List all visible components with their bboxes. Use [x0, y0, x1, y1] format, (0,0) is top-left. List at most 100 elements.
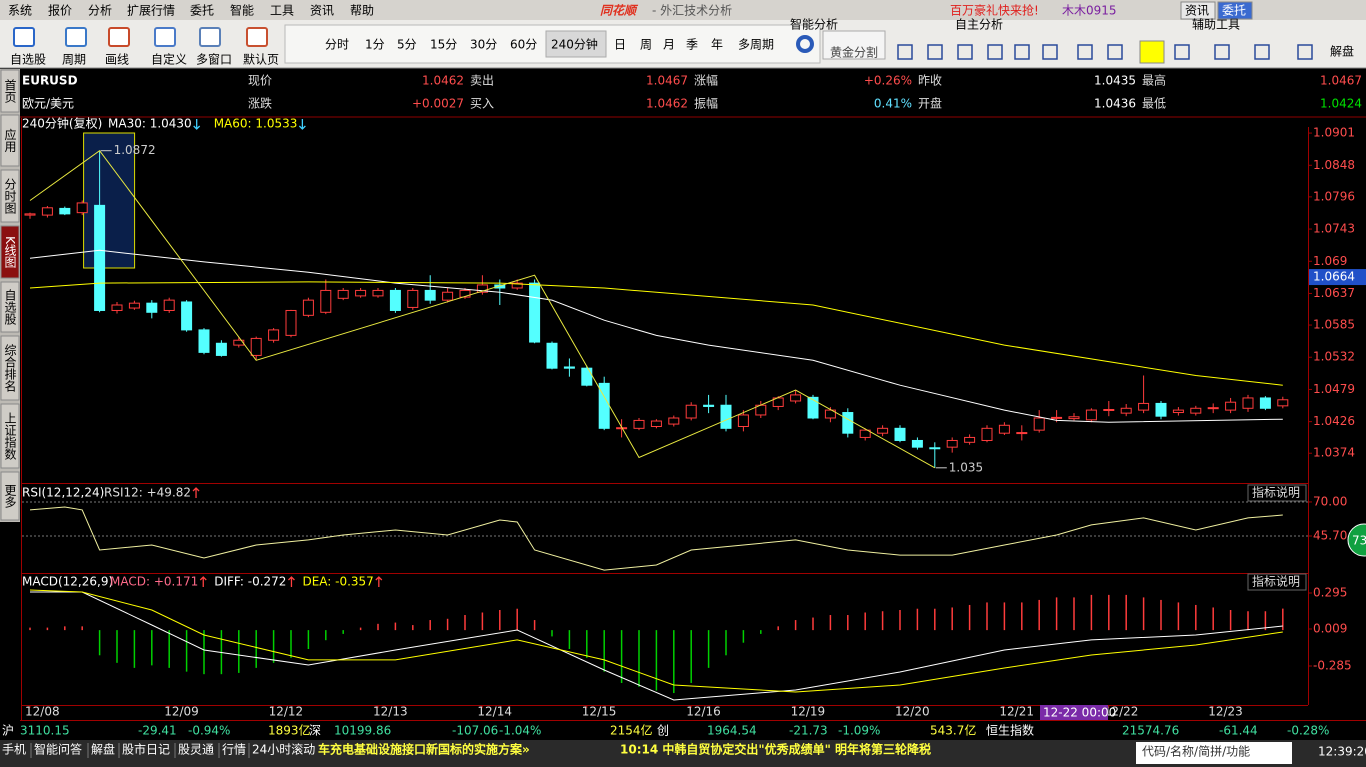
ticker-tab[interactable]: 股灵通 — [178, 743, 214, 757]
note-button-label[interactable]: 指标说明 — [1252, 574, 1300, 589]
period-button[interactable]: 季 — [686, 38, 698, 52]
top-button[interactable] — [1180, 1, 1216, 20]
menu-item[interactable]: 分析 — [88, 4, 112, 18]
sidebar-tab-label[interactable]: 首页 — [3, 79, 17, 104]
top-button[interactable] — [1217, 1, 1253, 20]
toolbar-button[interactable]: 多窗口 — [196, 53, 232, 67]
candle-body — [24, 213, 36, 216]
candle-body — [407, 289, 419, 308]
news-headline[interactable]: 车充电基础设施接口新国标的实施方案» — [318, 742, 530, 757]
note-button-label[interactable]: 指标说明 — [1252, 485, 1300, 500]
period-button[interactable]: 周 — [640, 38, 652, 52]
golden-button[interactable]: 黄金分割 — [830, 45, 878, 60]
sidebar-tab[interactable] — [0, 471, 20, 521]
note-button[interactable] — [1247, 573, 1307, 591]
ticker-tab[interactable]: 解盘 — [91, 742, 115, 757]
ticker-tab[interactable]: 24小时滚动 — [252, 742, 315, 757]
tool-icon[interactable] — [1174, 44, 1190, 60]
menu-item[interactable]: 工具 — [270, 4, 294, 18]
promo[interactable]: 百万豪礼快来抢! — [950, 3, 1039, 18]
tool-icon[interactable] — [1014, 44, 1030, 60]
tool-icon[interactable] — [1107, 44, 1123, 60]
period-button[interactable]: 1分 — [365, 38, 385, 52]
candle-body — [442, 291, 454, 301]
candle-body — [1085, 409, 1097, 421]
period-button[interactable]: 年 — [711, 38, 723, 52]
ticker-tab[interactable]: 股市日记 — [122, 742, 170, 757]
menu-item[interactable]: 系统 — [8, 4, 32, 18]
period-button[interactable]: 月 — [663, 38, 675, 52]
sidebar-tab[interactable] — [0, 225, 20, 279]
sidebar-tab-label[interactable]: 上证指数 — [3, 412, 17, 461]
period-button[interactable]: 30分 — [470, 38, 497, 52]
candle-body — [111, 304, 123, 311]
sidebar-tab-label[interactable]: 更多 — [3, 484, 17, 509]
toolbar-icon — [13, 27, 35, 47]
legend-entry: DEA: -0.357 — [302, 575, 373, 589]
menu-item[interactable]: 委托 — [190, 4, 214, 18]
menu-item[interactable]: 报价 — [48, 3, 72, 18]
legend-entry: MA60: 1.0533 — [214, 117, 298, 131]
sidebar-tab-label[interactable]: 综合排名 — [3, 344, 17, 392]
period-button[interactable]: 日 — [614, 38, 626, 52]
indicator-line — [29, 150, 936, 469]
period-active — [545, 30, 607, 58]
jiepan-button[interactable]: 解盘 — [1330, 44, 1354, 59]
tool-icon[interactable] — [987, 44, 1003, 60]
candle-body — [1051, 416, 1063, 419]
menu-item[interactable]: 智能 — [230, 3, 254, 18]
toolbar-button[interactable]: 自定义 — [151, 52, 187, 67]
candle-body — [877, 427, 889, 434]
settings-icon[interactable] — [796, 35, 814, 53]
period-button[interactable]: 15分 — [430, 38, 457, 52]
tool-icon[interactable] — [1042, 44, 1058, 60]
toolbar-button[interactable]: 画线 — [105, 53, 129, 67]
period-button[interactable]: 多周期 — [738, 38, 774, 52]
news-headline[interactable]: 10:14 中韩自贸协定交出"优秀成绩单" 明年将第三轮降税 — [620, 742, 931, 757]
period-button[interactable]: 分时 — [325, 38, 349, 52]
sidebar-tab[interactable] — [0, 281, 20, 333]
menu-item[interactable]: 资讯 — [310, 4, 334, 18]
top-button-label[interactable]: 委托 — [1222, 4, 1246, 18]
candle-body — [302, 299, 314, 316]
tool-icon[interactable] — [957, 44, 973, 60]
note-button[interactable] — [1247, 484, 1307, 502]
tool-icon[interactable] — [897, 44, 913, 60]
period-button[interactable]: 240分钟 — [551, 37, 598, 52]
tool-icon[interactable] — [1077, 44, 1093, 60]
candle-body — [76, 202, 88, 214]
toolbar-button[interactable]: 周期 — [62, 53, 86, 67]
sidebar-tab-label[interactable]: 分时图 — [3, 178, 17, 214]
user-name[interactable]: 木木0915 — [1062, 4, 1117, 18]
top-button-label[interactable]: 资讯 — [1185, 4, 1209, 18]
tool-icon[interactable] — [1214, 44, 1230, 60]
ticker-tab[interactable]: 手机 — [2, 743, 26, 757]
period-button[interactable]: 5分 — [397, 38, 417, 52]
candle-body — [41, 207, 53, 216]
ticker-tab[interactable]: 智能问答 — [34, 742, 82, 757]
period-button[interactable]: 60分 — [510, 38, 537, 52]
candle-body — [1172, 409, 1184, 414]
toolbar-button[interactable]: 默认页 — [243, 52, 279, 67]
y-tick-label: 0.009 — [1313, 621, 1347, 635]
sidebar-tab[interactable] — [0, 69, 20, 113]
menu-item[interactable]: 帮助 — [350, 4, 374, 18]
sidebar-tab[interactable] — [0, 169, 20, 223]
tool-icon[interactable] — [1297, 44, 1313, 60]
sidebar-tab[interactable] — [0, 403, 20, 469]
sidebar-tab-label[interactable]: 自选股 — [3, 289, 17, 326]
search-box[interactable] — [1136, 742, 1292, 764]
ticker-tab[interactable]: 行情 — [222, 743, 246, 757]
status-item: 沪 — [2, 724, 14, 738]
sidebar-tab[interactable] — [0, 335, 20, 401]
status-item: 10199.86 — [334, 724, 391, 738]
menu-item[interactable]: 扩展行情 — [127, 4, 175, 18]
sidebar-tab-label[interactable]: 应用 — [3, 127, 17, 153]
search-placeholder[interactable]: 代码/名称/简拼/功能 — [1142, 744, 1250, 759]
window-title: - 外汇技术分析 — [652, 4, 732, 18]
tool-icon[interactable] — [1254, 44, 1270, 60]
sidebar-tab[interactable] — [0, 114, 20, 167]
tool-icon[interactable] — [927, 44, 943, 60]
toolbar-button[interactable]: 自选股 — [10, 53, 46, 67]
sidebar-tab-label[interactable]: K线图 — [3, 236, 17, 268]
